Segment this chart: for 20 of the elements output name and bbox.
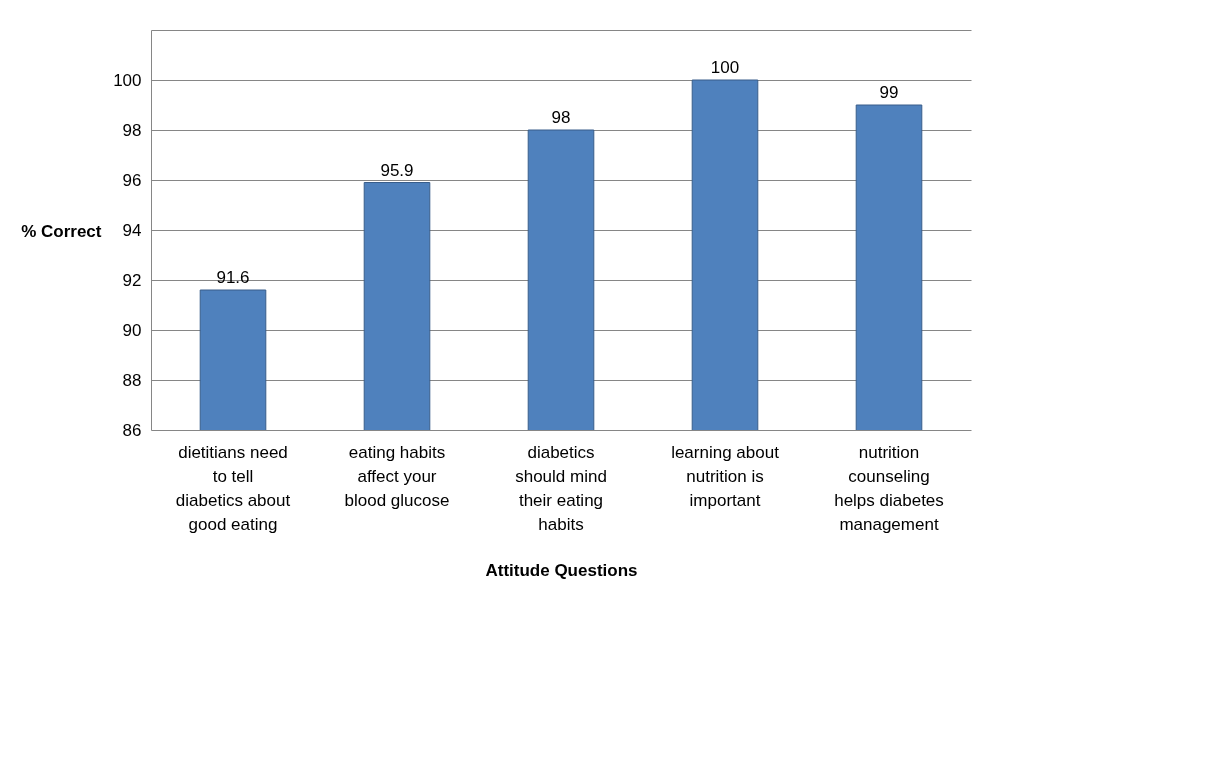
x-tick-label: learning about nutrition is important [671,442,780,510]
data-label: 99 [879,83,899,102]
y-tick-label: 86 [122,420,142,440]
x-tick-label: nutrition counseling helps diabetes management [834,442,944,534]
data-label: 91.6 [216,268,250,287]
y-tick-label: 96 [122,170,142,190]
y-tick-label: 94 [122,220,142,240]
y-axis-title: % Correct [21,221,102,241]
y-tick-label: 88 [122,370,142,390]
data-label: 100 [710,58,740,77]
x-tick-label: dietitians need to tell diabetics about good eating [175,442,291,534]
data-label: 98 [551,108,571,127]
y-tick-label: 92 [122,270,142,290]
y-tick-label: 90 [122,320,142,340]
data-label: 95.9 [380,160,414,180]
y-tick-label: 100 [113,70,142,90]
y-tick-label: 98 [122,120,142,140]
x-tick-label: eating habits affect your blood glucose [344,442,450,510]
x-tick-label: diabetics should mind their eating habits [515,442,607,534]
x-axis-title: Attitude Questions [485,560,638,580]
